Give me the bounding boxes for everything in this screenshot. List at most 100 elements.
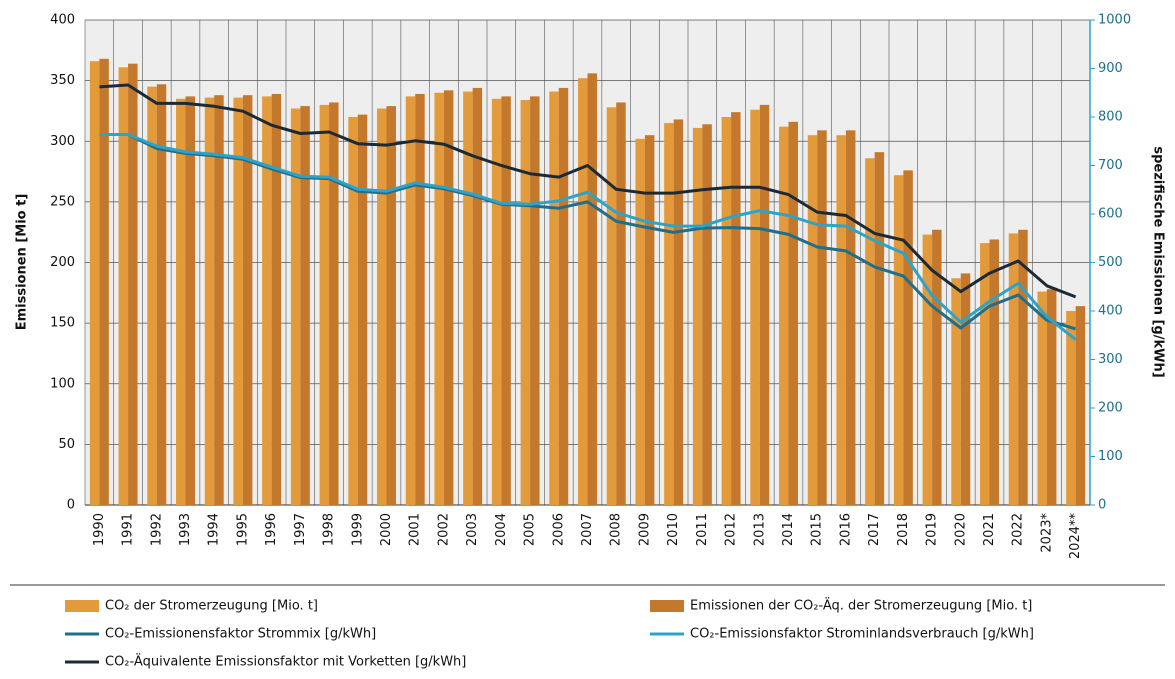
x-tick-label: 2022 <box>1011 513 1026 546</box>
y2-tick-label: 100 <box>1098 449 1123 464</box>
bar <box>1075 306 1086 505</box>
bar <box>644 135 655 505</box>
line <box>99 133 1077 341</box>
bar <box>606 107 617 506</box>
bar <box>156 84 167 505</box>
y-tick-label: 0 <box>67 498 75 513</box>
x-tick-label: 2007 <box>580 513 595 546</box>
y-tick-label: 100 <box>50 376 75 391</box>
bar <box>951 278 961 505</box>
y2-axis-title: spezifische Emissionen [g/kWh] <box>1151 146 1166 377</box>
bar <box>99 58 109 506</box>
bar <box>472 87 483 506</box>
bar <box>233 97 243 505</box>
y-tick-label: 50 <box>58 437 75 452</box>
legend-label: Emissionen der CO₂-Äq. der Stromerzeugun… <box>690 598 1032 614</box>
x-tick-label: 2009 <box>637 513 652 546</box>
bar <box>692 127 703 505</box>
bar <box>405 96 416 505</box>
bar <box>673 119 684 506</box>
line <box>99 133 1077 331</box>
bar <box>242 95 253 506</box>
bar <box>463 91 473 505</box>
x-tick-label: 2002 <box>436 513 451 546</box>
bar <box>147 86 157 505</box>
bar <box>989 239 999 505</box>
y2-tick-label: 600 <box>1098 207 1123 222</box>
x-tick-label: 2021 <box>982 513 997 546</box>
bar <box>893 175 904 505</box>
legend-label: CO₂ der Stromerzeugung [Mio. t] <box>105 599 318 614</box>
x-tick-label: 2005 <box>523 513 538 546</box>
bar <box>443 90 454 505</box>
bar <box>807 135 818 505</box>
x-tick-label: 1996 <box>264 513 279 546</box>
y-tick-label: 150 <box>50 316 75 331</box>
bar <box>501 96 511 505</box>
bar <box>788 121 798 505</box>
x-tick-label: 2024** <box>1068 513 1083 560</box>
bar <box>1037 291 1047 505</box>
y-tick-label: 250 <box>50 194 75 209</box>
bar <box>980 243 990 505</box>
y-tick-label: 400 <box>50 13 75 28</box>
x-tick-label: 2012 <box>724 513 739 546</box>
bar <box>271 93 282 506</box>
x-tick-label: 2006 <box>551 513 566 546</box>
x-tick-label: 1999 <box>350 513 365 546</box>
x-tick-label: 1997 <box>293 513 308 546</box>
bar <box>587 73 597 505</box>
y2-tick-label: 300 <box>1098 352 1123 367</box>
bar <box>214 95 224 506</box>
bar <box>845 130 856 505</box>
bar <box>759 104 770 505</box>
bar <box>290 108 301 505</box>
x-tick-label: 2019 <box>925 513 940 546</box>
y2-tick-label: 900 <box>1098 61 1123 76</box>
bar <box>262 96 272 505</box>
x-tick-label: 2004 <box>494 513 509 546</box>
legend-label: CO₂-Emissionsfaktor Strominlandsverbrauc… <box>690 627 1034 642</box>
x-tick-label: 1990 <box>92 513 107 546</box>
bar <box>721 117 732 505</box>
bar <box>702 124 712 506</box>
bar <box>176 98 186 505</box>
bar <box>530 96 540 505</box>
y2-tick-label: 400 <box>1098 304 1123 319</box>
bar <box>1008 233 1019 505</box>
legend-swatch <box>650 600 684 612</box>
x-tick-label: 2001 <box>408 513 423 546</box>
x-tick-label: 2000 <box>379 513 394 546</box>
bar <box>578 78 588 505</box>
bar <box>932 229 942 505</box>
bar <box>319 104 330 505</box>
line <box>99 83 1077 299</box>
bar <box>128 63 138 506</box>
x-tick-label: 1998 <box>322 513 337 546</box>
bar <box>118 67 129 505</box>
bar <box>377 108 387 505</box>
x-tick-label: 2008 <box>609 513 624 546</box>
bar <box>1018 229 1028 505</box>
bar <box>204 97 215 505</box>
x-tick-label: 2011 <box>695 513 710 546</box>
bar <box>635 138 645 505</box>
bar <box>1046 289 1057 505</box>
x-tick-label: 2015 <box>810 513 825 546</box>
bar <box>329 102 339 505</box>
x-tick-label: 1992 <box>149 513 164 546</box>
bar <box>185 96 195 505</box>
x-tick-label: 1995 <box>235 513 250 546</box>
bar <box>616 102 626 505</box>
y2-tick-label: 800 <box>1098 110 1123 125</box>
bar <box>865 158 875 505</box>
x-tick-label: 2014 <box>781 513 796 546</box>
bar <box>89 61 100 505</box>
bar <box>960 273 971 505</box>
x-tick-label: 2013 <box>752 513 767 546</box>
legend-swatch <box>65 600 99 612</box>
bar <box>817 130 827 505</box>
bar <box>520 100 531 506</box>
bar <box>348 117 358 505</box>
